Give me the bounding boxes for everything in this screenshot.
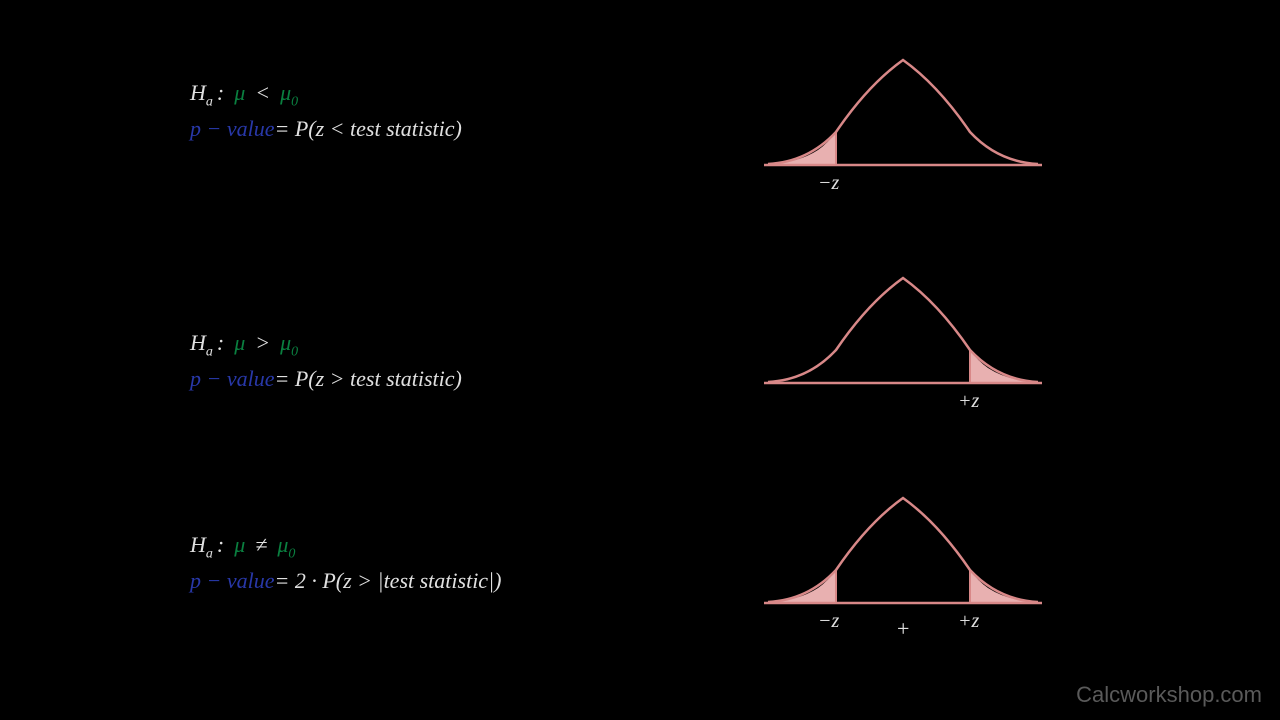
mu-zero: μ0 — [277, 532, 295, 562]
row-2-text: Ha : μ > μ0 p − value = P(z > test stati… — [190, 330, 462, 392]
colon: : — [217, 532, 224, 558]
pvalue-line-1: p − value = P(z < test statistic) — [190, 116, 462, 142]
mu-symbol: μ — [234, 532, 245, 558]
h-label: Ha — [190, 532, 213, 562]
lt-operator: < — [255, 80, 270, 106]
hypothesis-line-1: Ha : μ < μ0 — [190, 80, 462, 110]
h-label: Ha — [190, 80, 213, 110]
h-label: Ha — [190, 330, 213, 360]
pvalue-label: p − value — [190, 116, 275, 142]
row-3-text: Ha : μ ≠ μ0 p − value = 2 · P(z > |test … — [190, 532, 501, 594]
row-1-text: Ha : μ < μ0 p − value = P(z < test stati… — [190, 80, 462, 142]
hypothesis-line-2: Ha : μ > μ0 — [190, 330, 462, 360]
shade-right — [970, 350, 1038, 383]
plus-between: + — [897, 616, 909, 642]
hypothesis-line-3: Ha : μ ≠ μ0 — [190, 532, 501, 562]
mu-symbol: μ — [234, 330, 245, 356]
pvalue-line-3: p − value = 2 · P(z > |test statistic|) — [190, 568, 501, 594]
pvalue-label: p − value — [190, 568, 275, 594]
bell-curve-2 — [768, 278, 1038, 382]
bell-curve-3 — [768, 498, 1038, 602]
gt-operator: > — [255, 330, 270, 356]
bell-curve-1 — [768, 60, 1038, 164]
z-label-left-3: −z — [818, 610, 839, 633]
pvalue-formula-1: = P(z < test statistic) — [275, 116, 462, 142]
colon: : — [217, 80, 224, 106]
curve-right-tail — [758, 258, 1048, 398]
z-label-left-1: −z — [818, 172, 839, 195]
mu-zero: μ0 — [280, 330, 298, 360]
curve-two-tail — [758, 478, 1048, 618]
mu-zero: μ0 — [280, 80, 298, 110]
pvalue-formula-3: = 2 · P(z > |test statistic|) — [275, 568, 502, 594]
curve-left-tail — [758, 40, 1048, 180]
pvalue-label: p − value — [190, 366, 275, 392]
shade-left — [768, 132, 836, 165]
ne-operator: ≠ — [255, 532, 267, 558]
shade-right-3 — [970, 570, 1038, 603]
z-label-right-3: +z — [958, 610, 979, 633]
pvalue-line-2: p − value = P(z > test statistic) — [190, 366, 462, 392]
colon: : — [217, 330, 224, 356]
pvalue-formula-2: = P(z > test statistic) — [275, 366, 462, 392]
shade-left-3 — [768, 570, 836, 603]
watermark: Calcworkshop.com — [1076, 682, 1262, 708]
z-label-right-2: +z — [958, 390, 979, 413]
mu-symbol: μ — [234, 80, 245, 106]
